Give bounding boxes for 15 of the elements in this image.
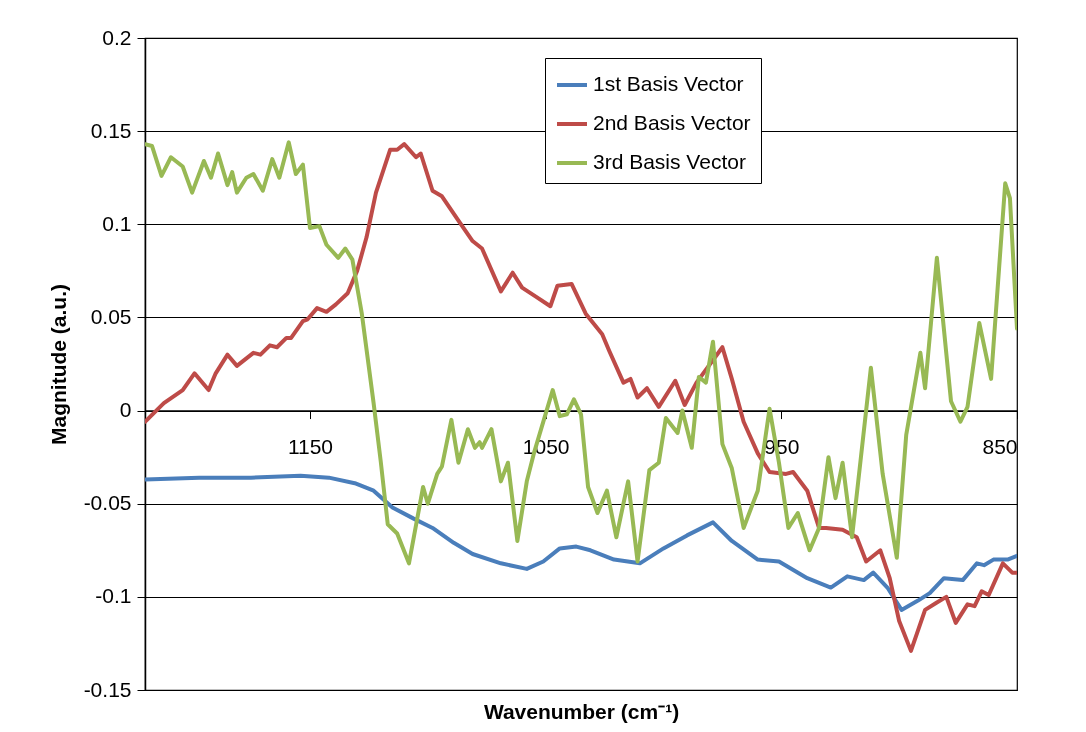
y-tick-label: 0.2	[102, 25, 132, 49]
y-tick-label: 0.15	[90, 118, 132, 142]
y-tick-label: -0.05	[83, 491, 132, 515]
y-axis-title: Magnitude (a.u.)	[46, 284, 70, 445]
y-tick-label: 0.1	[102, 211, 132, 235]
legend-label: 3rd Basis Vector	[593, 150, 746, 173]
legend-label: 2nd Basis Vector	[593, 111, 751, 134]
x-tick-label: 1150	[287, 435, 334, 459]
y-tick-label: -0.15	[83, 677, 132, 701]
y-tick-label: -0.1	[95, 584, 132, 608]
legend-label: 1st Basis Vector	[593, 72, 744, 95]
y-tick-label: 0	[119, 398, 132, 422]
y-tick-label: 0.05	[90, 304, 132, 328]
x-tick-label: 850	[982, 435, 1018, 459]
x-axis-title: Wavenumber (cm⁻¹)	[483, 699, 680, 723]
